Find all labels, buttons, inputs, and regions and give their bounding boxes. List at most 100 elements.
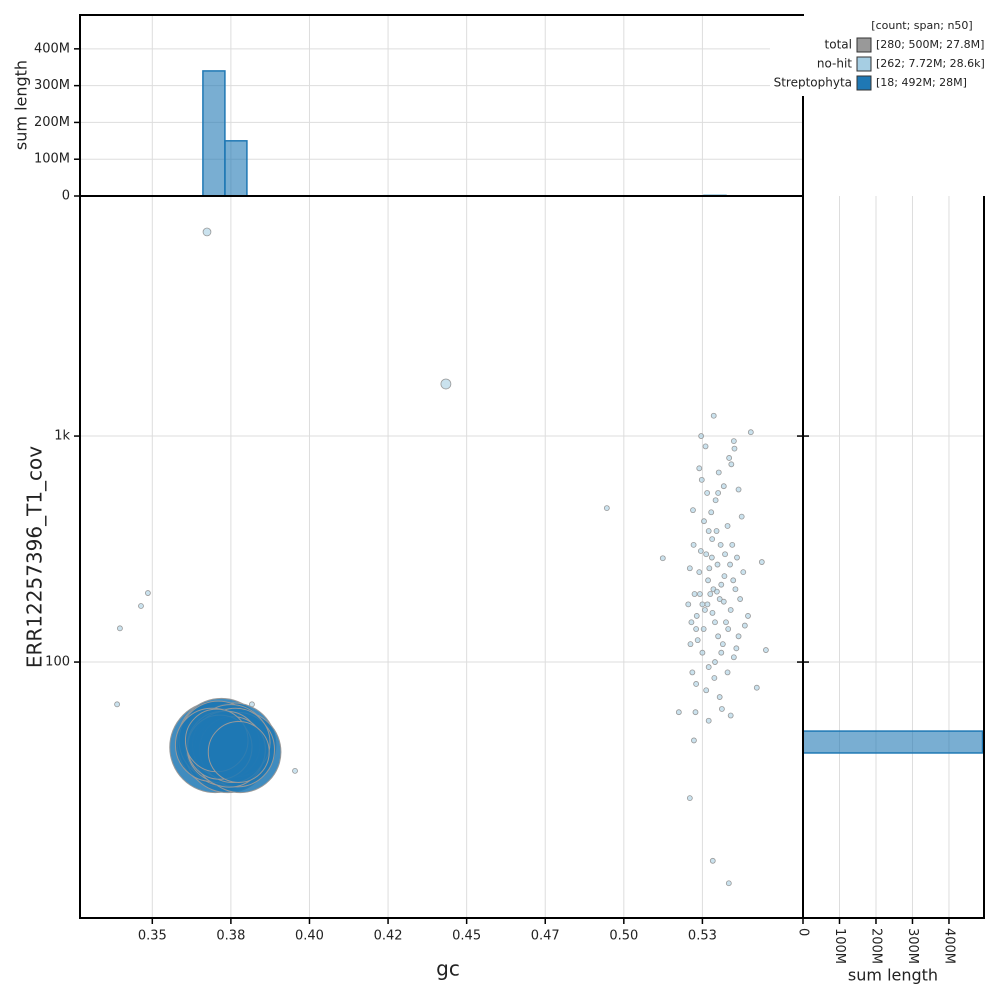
point [693, 681, 700, 687]
point [138, 603, 144, 609]
point [702, 443, 709, 450]
x-tick-label: 0.53 [688, 929, 717, 944]
y-tick-label: 1k [54, 429, 70, 444]
hist-bar [802, 730, 984, 754]
x-tick-label: 0.47 [531, 929, 560, 944]
x-tick-label: 400M [941, 928, 956, 964]
axis-frame [79, 14, 985, 919]
right-x-axis-label: sum length [848, 966, 938, 985]
legend-background [770, 16, 999, 96]
x-tick-label: 0 [796, 928, 811, 936]
x-tick-label: 300M [905, 928, 920, 964]
point [696, 569, 703, 576]
y-axis-label: ERR12257396_T1_cov [23, 446, 47, 668]
point [697, 548, 704, 554]
point [690, 507, 696, 514]
point [725, 880, 732, 887]
point [207, 721, 270, 783]
point [711, 675, 718, 681]
point [114, 701, 120, 708]
point [709, 857, 716, 864]
point [740, 569, 747, 576]
point [705, 528, 712, 534]
x-tick-label: 200M [868, 928, 883, 964]
point [725, 626, 732, 632]
point [703, 687, 710, 694]
point [727, 712, 734, 719]
point [704, 601, 711, 608]
point [292, 767, 298, 774]
point [735, 486, 742, 493]
hist-bar [202, 70, 226, 197]
y-tick-label: 300M [34, 78, 70, 93]
point [699, 601, 706, 608]
point [763, 647, 769, 653]
point [704, 490, 711, 496]
hist-bar [224, 140, 248, 197]
point [714, 561, 721, 568]
point [753, 684, 760, 691]
top-y-axis-label: sum length [12, 60, 31, 150]
legend-swatch [856, 37, 872, 53]
point [715, 633, 722, 640]
point [117, 625, 123, 632]
point [689, 669, 696, 676]
point [733, 645, 740, 652]
point [202, 227, 212, 237]
point [747, 429, 754, 436]
legend-title: [count; span; n50] [871, 19, 972, 32]
point [730, 577, 737, 584]
point [687, 641, 694, 648]
point [696, 465, 703, 472]
point [718, 649, 725, 656]
point [724, 523, 731, 529]
point [724, 669, 731, 676]
point [698, 433, 705, 439]
point [705, 577, 711, 584]
point [686, 565, 693, 572]
point [698, 476, 705, 483]
point [723, 619, 729, 626]
y-tick-label: 100 [45, 655, 70, 670]
x-tick-label: 0.38 [216, 929, 245, 944]
point [730, 438, 737, 444]
legend-label: [262; 7.72M; 28.6k] [876, 57, 985, 70]
point [741, 622, 748, 629]
point [730, 654, 737, 661]
point [708, 554, 715, 561]
point [717, 541, 724, 548]
point [692, 709, 699, 716]
y-tick-label: 100M [34, 152, 70, 167]
x-tick-label: 100M [832, 928, 847, 964]
x-axis-label: gc [436, 957, 460, 981]
point [722, 551, 728, 558]
point [716, 596, 723, 602]
point [732, 586, 739, 593]
point [705, 664, 712, 670]
point [712, 659, 718, 665]
point [705, 717, 712, 724]
point [713, 528, 720, 534]
point [688, 619, 695, 626]
point [700, 626, 707, 632]
point [686, 795, 693, 802]
point [718, 581, 725, 588]
point [737, 596, 744, 602]
point [696, 591, 703, 597]
point [713, 588, 720, 595]
point [603, 505, 610, 511]
point [720, 483, 727, 490]
point [729, 541, 736, 548]
x-tick-label: 0.45 [452, 929, 481, 944]
x-tick-label: 0.35 [138, 929, 167, 944]
legend-name: total [825, 38, 852, 52]
legend-name: Streptophyta [774, 76, 852, 90]
y-tick-label: 200M [34, 115, 70, 130]
point [144, 590, 151, 596]
y-tick-label: 400M [34, 41, 70, 56]
point [693, 613, 700, 619]
point [758, 559, 765, 565]
point [718, 706, 725, 712]
point [715, 490, 722, 496]
point [706, 565, 713, 572]
